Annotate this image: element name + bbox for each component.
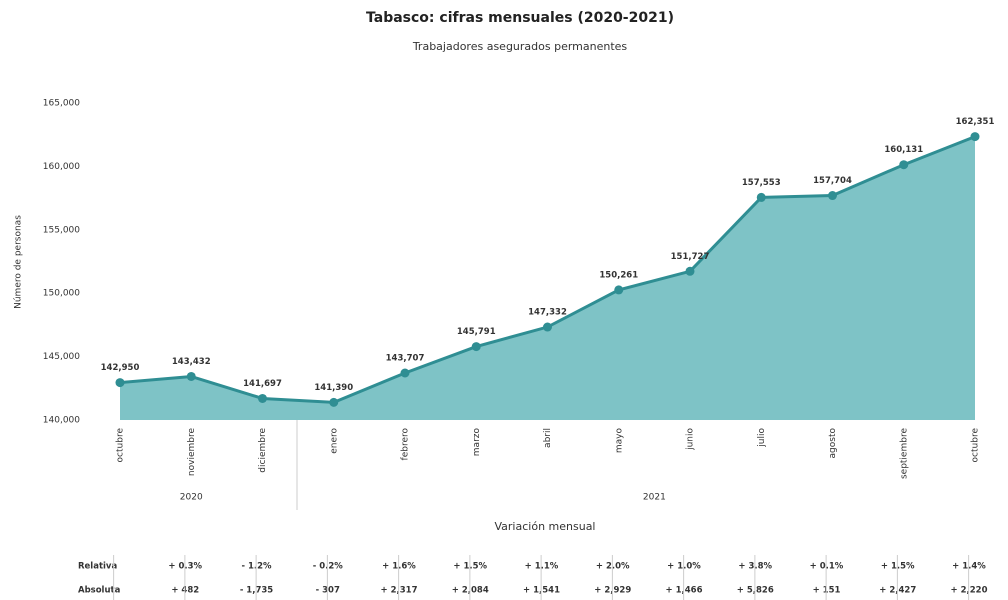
x-tick-label: octubre bbox=[116, 428, 126, 463]
chart-title: Tabasco: cifras mensuales (2020-2021) bbox=[366, 10, 674, 26]
value-label: 157,704 bbox=[813, 176, 852, 186]
point bbox=[756, 192, 766, 202]
y-tick-label: 140,000 bbox=[43, 416, 80, 426]
y-tick-label: 150,000 bbox=[43, 289, 80, 299]
table-cell: - 0.2% bbox=[313, 562, 344, 572]
value-label: 151,727 bbox=[671, 252, 710, 262]
table-cell: - 1.2% bbox=[241, 562, 272, 572]
y-tick-label: 145,000 bbox=[43, 352, 80, 362]
x-tick-label: abril bbox=[543, 428, 553, 448]
value-label: 150,261 bbox=[599, 270, 638, 280]
value-label: 143,432 bbox=[172, 357, 211, 367]
value-label: 141,390 bbox=[314, 383, 353, 393]
x-tick-label: octubre bbox=[971, 428, 981, 463]
point bbox=[329, 397, 339, 407]
table-title: Variación mensual bbox=[495, 520, 596, 533]
x-tick-label: mayo bbox=[614, 428, 624, 454]
point bbox=[614, 285, 624, 295]
point bbox=[899, 160, 909, 170]
x-tick-label: marzo bbox=[472, 428, 482, 457]
table-cell: + 1.5% bbox=[453, 562, 487, 572]
year-label: 2020 bbox=[180, 493, 203, 503]
point bbox=[471, 342, 481, 352]
value-label: 142,950 bbox=[101, 363, 140, 373]
value-label: 143,707 bbox=[386, 353, 425, 363]
table-cell: + 1.4% bbox=[952, 562, 986, 572]
x-tick-label: febrero bbox=[401, 428, 411, 461]
table-cell: + 3.8% bbox=[738, 562, 772, 572]
point bbox=[970, 132, 980, 142]
value-label: 147,332 bbox=[528, 308, 567, 318]
table-cell: + 0.3% bbox=[168, 562, 202, 572]
point bbox=[685, 266, 695, 276]
x-tick-label: noviembre bbox=[187, 428, 197, 477]
row-label: Absoluta bbox=[78, 586, 121, 596]
row-label: Relativa bbox=[78, 562, 117, 572]
point bbox=[115, 378, 125, 388]
value-label: 145,791 bbox=[457, 327, 496, 337]
x-tick-label: diciembre bbox=[258, 428, 268, 473]
x-tick-label: julio bbox=[757, 428, 767, 448]
point bbox=[258, 393, 267, 403]
value-label: 157,553 bbox=[742, 178, 781, 188]
area bbox=[120, 136, 975, 420]
value-label: 160,131 bbox=[884, 145, 923, 155]
table-cell: + 1.6% bbox=[382, 562, 416, 572]
value-label: 162,351 bbox=[956, 117, 995, 127]
x-tick-label: enero bbox=[329, 428, 339, 454]
table-cell: + 1.5% bbox=[881, 562, 915, 572]
year-label: 2021 bbox=[643, 493, 666, 503]
chart-subtitle: Trabajadores asegurados permanentes bbox=[412, 40, 628, 53]
y-tick-label: 155,000 bbox=[43, 225, 80, 235]
table-cell: + 0.1% bbox=[810, 562, 844, 572]
y-tick-label: 160,000 bbox=[43, 162, 80, 172]
x-tick-label: agosto bbox=[828, 428, 838, 459]
point bbox=[828, 191, 837, 201]
y-tick-label: 165,000 bbox=[43, 99, 80, 109]
x-tick-label: junio bbox=[686, 428, 696, 451]
point bbox=[543, 322, 552, 332]
table-cell: + 1.1% bbox=[525, 562, 559, 572]
x-tick-label: septiembre bbox=[899, 428, 909, 479]
y-axis-label: Número de personas bbox=[14, 215, 24, 309]
point bbox=[186, 371, 196, 381]
table-cell: + 1.0% bbox=[667, 562, 701, 572]
value-label: 141,697 bbox=[243, 379, 282, 389]
table-cell: + 2.0% bbox=[596, 562, 630, 572]
point bbox=[400, 368, 410, 378]
